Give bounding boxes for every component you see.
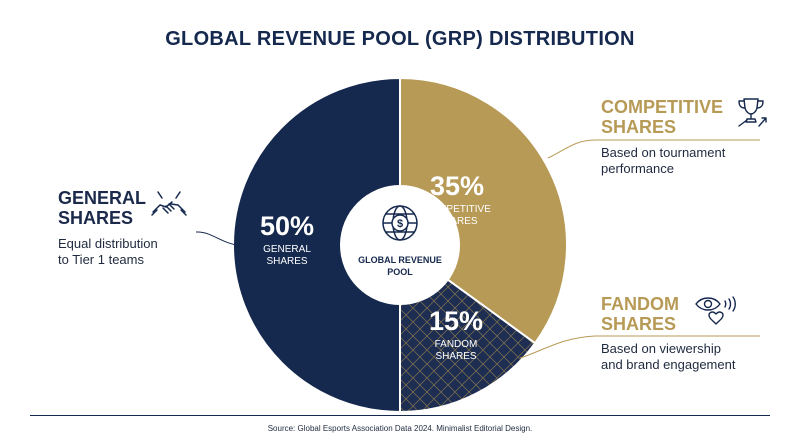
competitive-description-line-1: Based on tournament bbox=[601, 145, 726, 160]
slice-category-label: SHARES bbox=[436, 216, 477, 227]
globe-dollar-icon bbox=[382, 205, 418, 241]
competitive-heading-line-2: SHARES bbox=[601, 117, 677, 137]
slice-category-label: FANDOM bbox=[435, 339, 478, 350]
competitive-heading-line-1: COMPETITIVE bbox=[601, 97, 724, 117]
fandom-heading: FANDOM SHARES bbox=[601, 294, 679, 334]
competitive-description: Based on tournament performance bbox=[601, 145, 725, 177]
chart-title: GLOBAL REVENUE POOL (GRP) DISTRIBUTION bbox=[165, 28, 635, 50]
slice-value-label: 15% bbox=[429, 306, 483, 336]
connector-competitive bbox=[547, 139, 760, 159]
general-description: Equal distribution to Tier 1 teams bbox=[58, 236, 158, 268]
slice-value-label: 35% bbox=[430, 171, 484, 201]
eye-heart-icon bbox=[695, 296, 736, 325]
handshake-icon bbox=[151, 191, 187, 216]
trophy-icon bbox=[738, 98, 767, 127]
slice-competitive-shares bbox=[399, 76, 568, 345]
center-label-line-2: POOL bbox=[387, 267, 413, 277]
fandom-description-line-2: and brand engagement bbox=[601, 357, 736, 372]
slice-category-label: SHARES bbox=[266, 256, 307, 267]
fandom-description: Based on viewership and brand engagement bbox=[601, 341, 735, 373]
connector-general bbox=[196, 231, 243, 247]
dollar-symbol-icon: $ bbox=[397, 218, 403, 230]
fandom-heading-line-2: SHARES bbox=[601, 314, 677, 334]
donut-center bbox=[340, 185, 460, 305]
slice-category-label: SHARES bbox=[435, 351, 476, 362]
slice-value-label: 50% bbox=[260, 211, 314, 241]
slice-category-label: COMPETITIVE bbox=[423, 204, 491, 215]
competitive-description-line-2: performance bbox=[601, 161, 674, 176]
general-heading-line-2: SHARES bbox=[58, 208, 134, 228]
general-heading: GENERAL SHARES bbox=[58, 188, 146, 228]
general-description-line-1: Equal distribution bbox=[58, 236, 158, 251]
general-description-line-2: to Tier 1 teams bbox=[58, 252, 144, 267]
connector-fandom bbox=[519, 335, 760, 359]
source-note: Source: Global Esports Association Data … bbox=[267, 424, 533, 433]
slice-category-label: GENERAL bbox=[263, 244, 311, 255]
fandom-description-line-1: Based on viewership bbox=[601, 341, 721, 356]
slice-general-shares bbox=[232, 76, 401, 414]
fandom-heading-line-1: FANDOM bbox=[601, 294, 679, 314]
general-heading-line-1: GENERAL bbox=[58, 188, 147, 208]
center-label-line-1: GLOBAL REVENUE bbox=[358, 255, 442, 265]
competitive-heading: COMPETITIVE SHARES bbox=[601, 97, 723, 137]
footer-divider bbox=[30, 415, 770, 416]
